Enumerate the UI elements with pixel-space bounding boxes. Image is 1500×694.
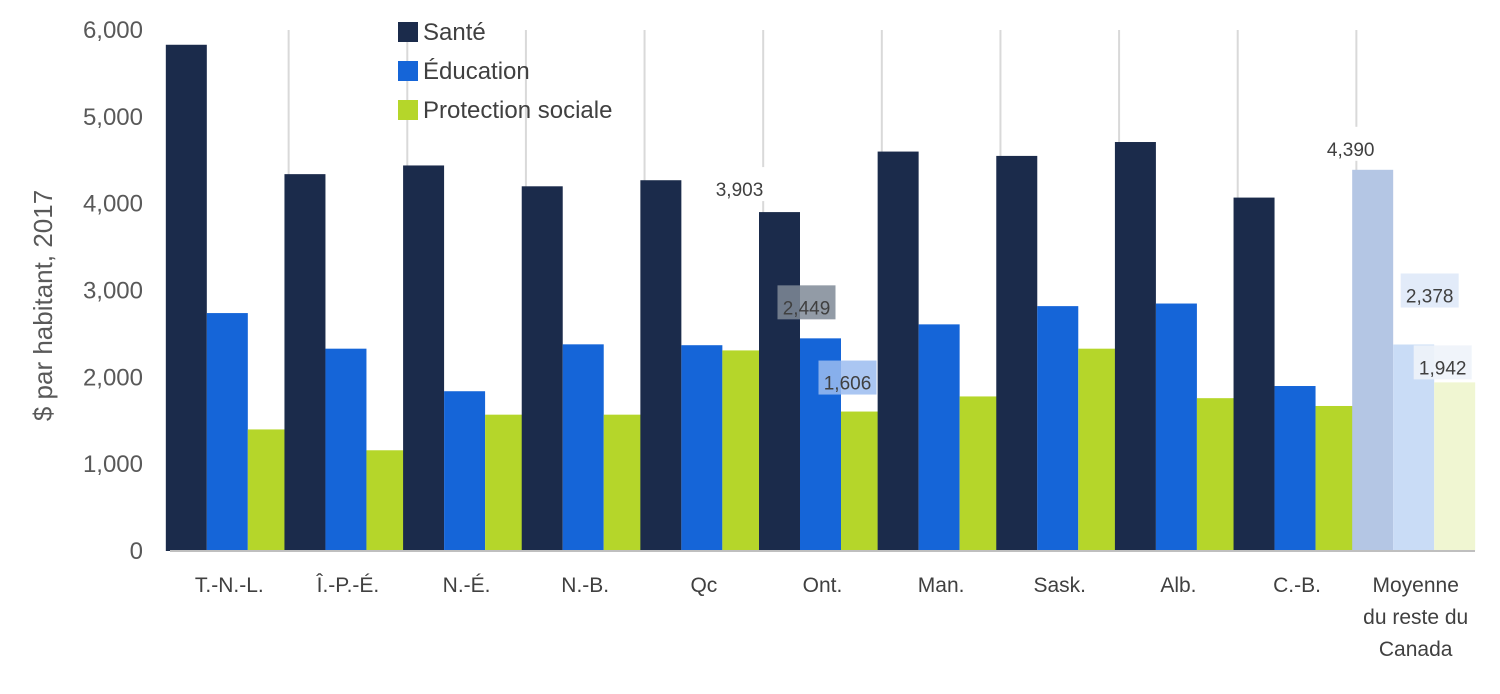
category-label: Ont. (803, 574, 843, 597)
bar (1078, 348, 1120, 551)
data-label-background (1400, 273, 1459, 308)
data-label: 2,449 (783, 298, 831, 319)
data-label: 4,390 (1327, 140, 1375, 161)
bar (722, 350, 764, 551)
legend-label: Éducation (423, 58, 530, 85)
bar (877, 151, 919, 552)
legend-swatch (398, 61, 418, 81)
bar (403, 165, 445, 551)
bar (1352, 169, 1394, 551)
y-tick-label: 3,000 (83, 278, 143, 305)
bar (1155, 303, 1197, 551)
y-axis-title: $ par habitant, 2017 (28, 190, 58, 421)
bar (1196, 398, 1238, 551)
category-label: T.-N.-L. (195, 574, 264, 597)
category-label: C.-B. (1273, 574, 1321, 597)
category-label: Man. (918, 574, 965, 597)
bar (562, 344, 604, 551)
legend-swatch (398, 100, 418, 120)
bar (1274, 386, 1316, 551)
y-tick-label: 2,000 (83, 364, 143, 391)
category-label: Sask. (1034, 574, 1087, 597)
category-label: Qc (690, 574, 717, 597)
data-label-background (777, 285, 836, 320)
category-label: Moyenne (1372, 574, 1458, 597)
bar (247, 429, 289, 551)
bar (996, 155, 1038, 552)
bar (325, 348, 367, 551)
bar (959, 396, 1001, 551)
category-label: Canada (1379, 638, 1453, 661)
bar (759, 212, 800, 552)
bar (1037, 306, 1079, 551)
bar (1434, 382, 1476, 551)
data-label: 2,378 (1406, 287, 1454, 308)
bar (1233, 197, 1275, 552)
data-label-background (818, 360, 877, 395)
data-label-background (1413, 345, 1472, 380)
bar (206, 313, 248, 551)
legend-label: Protection sociale (423, 97, 612, 124)
category-label: Alb. (1160, 574, 1196, 597)
bar (521, 186, 563, 552)
bar (603, 414, 645, 551)
bar (1114, 142, 1156, 551)
data-label: 1,942 (1419, 358, 1467, 379)
category-label: Î.-P.-É. (316, 574, 380, 597)
y-tick-label: 1,000 (83, 451, 143, 478)
bar (485, 414, 527, 551)
bar (1315, 405, 1357, 551)
data-label-background (1321, 126, 1380, 161)
category-label: N.-B. (561, 574, 609, 597)
data-label: 3,903 (716, 180, 764, 201)
data-label: 1,606 (824, 374, 872, 395)
category-label: du reste du (1363, 606, 1468, 629)
legend-swatch (398, 22, 418, 42)
legend-label: Santé (423, 19, 486, 46)
y-tick-label: 4,000 (83, 191, 143, 218)
y-tick-label: 0 (130, 538, 143, 565)
bar (841, 411, 882, 551)
data-label-background (710, 167, 769, 202)
bar (165, 44, 207, 552)
bar (366, 450, 408, 551)
bar (640, 180, 682, 551)
bar (918, 324, 960, 551)
category-label: N.-É. (443, 574, 491, 597)
y-tick-label: 6,000 (83, 17, 143, 44)
bar (681, 345, 723, 551)
bar (284, 174, 326, 552)
bar (444, 391, 486, 551)
y-tick-label: 5,000 (83, 104, 143, 131)
